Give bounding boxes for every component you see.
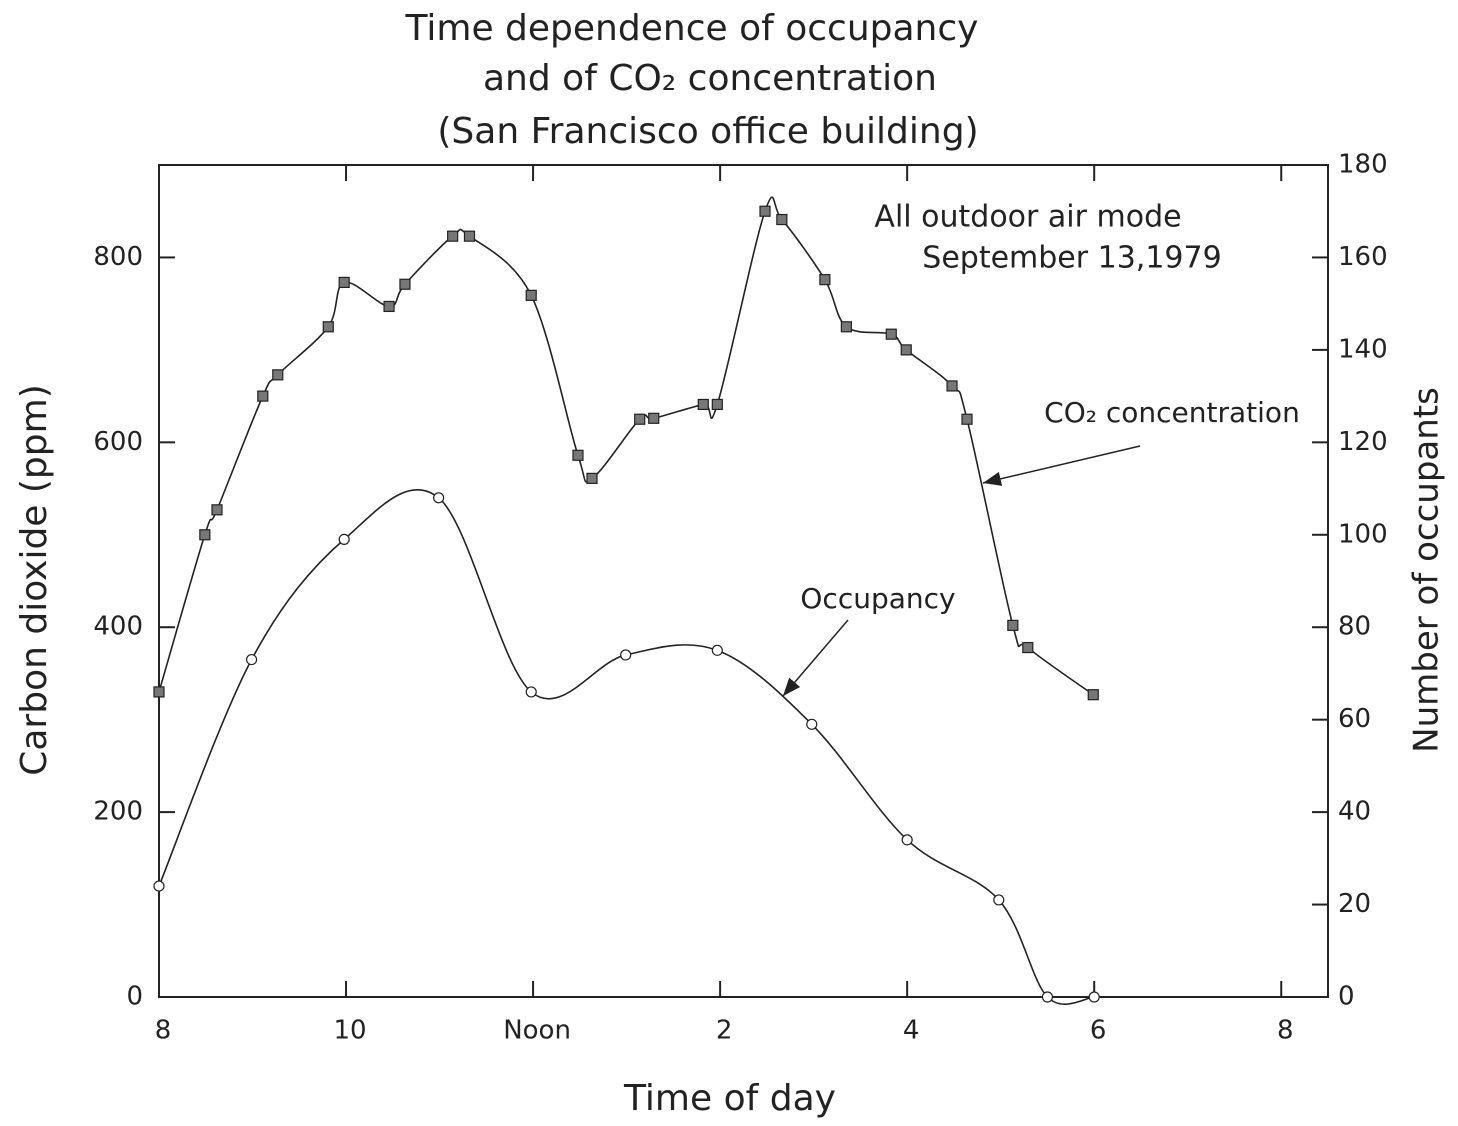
y2-tick-label: 120 bbox=[1338, 427, 1388, 457]
point bbox=[961, 413, 973, 425]
point bbox=[245, 653, 258, 666]
point bbox=[1088, 991, 1100, 1003]
series-label: CO₂ concentration bbox=[1044, 396, 1300, 429]
point bbox=[257, 390, 269, 402]
point bbox=[586, 472, 598, 484]
point bbox=[900, 344, 912, 356]
y-tick-label: 400 bbox=[93, 612, 143, 642]
point bbox=[648, 412, 660, 424]
point bbox=[993, 894, 1005, 906]
point bbox=[711, 398, 723, 411]
point bbox=[806, 718, 818, 730]
y2-axis-label: Number of occupants bbox=[1407, 387, 1447, 753]
point bbox=[272, 369, 284, 381]
series-label: Occupancy bbox=[800, 582, 955, 615]
point bbox=[840, 321, 852, 333]
point bbox=[383, 300, 395, 313]
point bbox=[901, 834, 913, 846]
point bbox=[819, 274, 831, 286]
y-tick-label: 0 bbox=[126, 982, 143, 1012]
y2-tick-label: 160 bbox=[1338, 242, 1388, 272]
point bbox=[199, 529, 211, 541]
point bbox=[1087, 689, 1099, 701]
arrow bbox=[982, 445, 1141, 486]
chart-title: Time dependence of occupancy bbox=[405, 8, 979, 49]
point bbox=[153, 880, 165, 892]
point bbox=[759, 205, 771, 217]
x-tick-label: 10 bbox=[333, 1016, 366, 1046]
x-tick-label: 8 bbox=[1277, 1016, 1294, 1046]
point bbox=[697, 398, 709, 411]
point bbox=[1022, 641, 1034, 654]
y2-tick-label: 0 bbox=[1338, 982, 1355, 1012]
y2-tick-label: 20 bbox=[1338, 889, 1371, 919]
point bbox=[463, 230, 476, 242]
series-line bbox=[158, 488, 1095, 1005]
point bbox=[322, 321, 334, 333]
point bbox=[447, 230, 459, 242]
point bbox=[1041, 991, 1054, 1003]
annotation: September 13,1979 bbox=[922, 241, 1221, 276]
y-tick-label: 200 bbox=[93, 797, 143, 827]
point bbox=[885, 328, 897, 340]
point bbox=[525, 289, 537, 301]
point bbox=[525, 686, 537, 698]
y2-tick-label: 40 bbox=[1338, 797, 1371, 827]
arrow bbox=[782, 619, 849, 697]
x-tick-label: Noon bbox=[503, 1016, 571, 1046]
y2-tick-label: 100 bbox=[1338, 519, 1388, 549]
y-tick-label: 800 bbox=[93, 242, 143, 272]
y2-tick-label: 180 bbox=[1338, 150, 1388, 180]
x-tick-label: 4 bbox=[903, 1016, 920, 1046]
point bbox=[634, 413, 646, 425]
y2-tick-label: 140 bbox=[1338, 334, 1388, 364]
x-axis-label: Time of day bbox=[623, 1078, 836, 1119]
x-tick-label: 6 bbox=[1090, 1016, 1107, 1046]
point bbox=[399, 278, 411, 290]
chart-title: (San Francisco office building) bbox=[437, 111, 978, 152]
y2-tick-label: 80 bbox=[1338, 612, 1371, 642]
chart-title: and of CO₂ concentration bbox=[483, 58, 937, 99]
point bbox=[572, 449, 584, 461]
point bbox=[1007, 619, 1019, 631]
point bbox=[211, 504, 223, 516]
plot-frame bbox=[158, 164, 1329, 998]
x-tick-label: 2 bbox=[716, 1016, 733, 1046]
y-tick-label: 600 bbox=[93, 427, 143, 457]
annotation: All outdoor air mode bbox=[874, 200, 1181, 235]
point bbox=[338, 276, 350, 289]
x-tick-label: 8 bbox=[155, 1016, 172, 1046]
y2-tick-label: 60 bbox=[1338, 704, 1371, 734]
y-axis-label: Carbon dioxide (ppm) bbox=[14, 384, 55, 776]
point bbox=[946, 380, 958, 392]
point bbox=[433, 492, 445, 504]
point bbox=[338, 533, 350, 546]
point bbox=[620, 649, 632, 661]
point bbox=[711, 644, 723, 656]
point bbox=[776, 213, 788, 226]
point bbox=[153, 686, 165, 698]
